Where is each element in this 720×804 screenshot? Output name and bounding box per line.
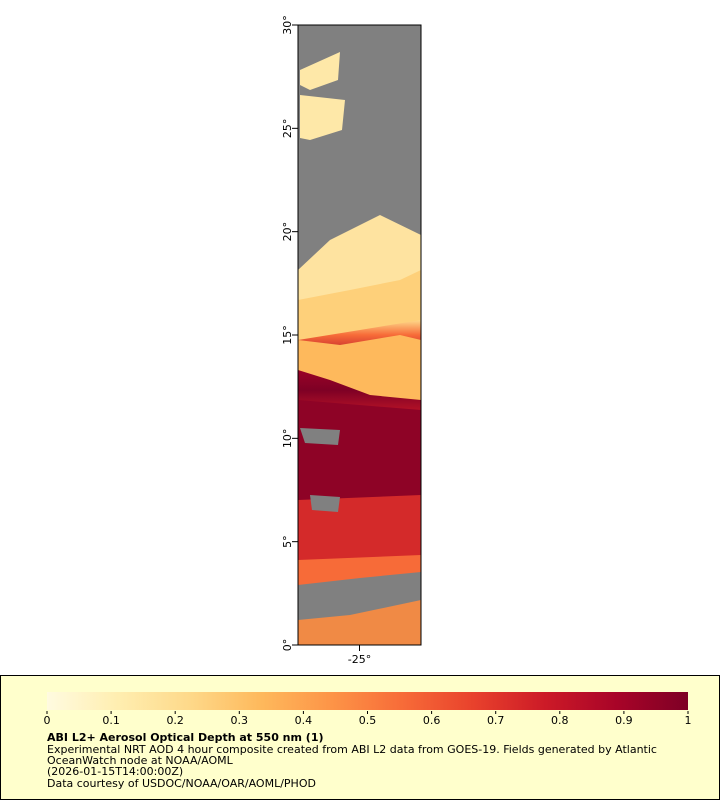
colorbar-tick-label: 0.6	[423, 714, 441, 727]
colorbar-tick-label: 0	[44, 714, 51, 727]
colorbar-tick-label: 0.7	[487, 714, 505, 727]
y-tick-label: 5°	[281, 535, 294, 548]
legend-line: Experimental NRT AOD 4 hour composite cr…	[47, 743, 657, 756]
no-data-area	[300, 428, 340, 512]
aerosol-patch	[300, 52, 345, 140]
colorbar-tick-label: 0.5	[359, 714, 377, 727]
legend-line: (2026-01-15T14:00:00Z)	[47, 765, 183, 778]
aerosol-patch	[298, 600, 421, 645]
y-tick-label: 30°	[281, 15, 294, 35]
y-tick-label: 20°	[281, 222, 294, 242]
colorbar-tick-label: 1	[685, 714, 692, 727]
colorbar-tick-label: 0.4	[295, 714, 313, 727]
legend-line: Data courtesy of USDOC/NOAA/OAR/AOML/PHO…	[47, 777, 316, 790]
y-tick-label: 10°	[281, 429, 294, 449]
y-tick-label: 15°	[281, 325, 294, 345]
aerosol-patch	[298, 555, 421, 585]
legend-title: ABI L2+ Aerosol Optical Depth at 550 nm …	[47, 731, 324, 744]
colorbar-tick-label: 0.2	[166, 714, 184, 727]
colorbar	[47, 692, 688, 710]
colorbar-tick-label: 0.8	[551, 714, 569, 727]
aerosol-patch	[298, 335, 421, 400]
y-tick-label: 0°	[281, 639, 294, 652]
y-tick-label: 25°	[281, 119, 294, 139]
colorbar-tick-label: 0.1	[102, 714, 120, 727]
colorbar-tick-label: 0.3	[231, 714, 249, 727]
legend-line: OceanWatch node at NOAA/AOML	[47, 754, 234, 767]
aerosol-patch	[298, 400, 421, 500]
map-raster	[298, 25, 421, 645]
colorbar-tick-label: 0.9	[615, 714, 633, 727]
x-tick-label: -25°	[348, 653, 371, 666]
